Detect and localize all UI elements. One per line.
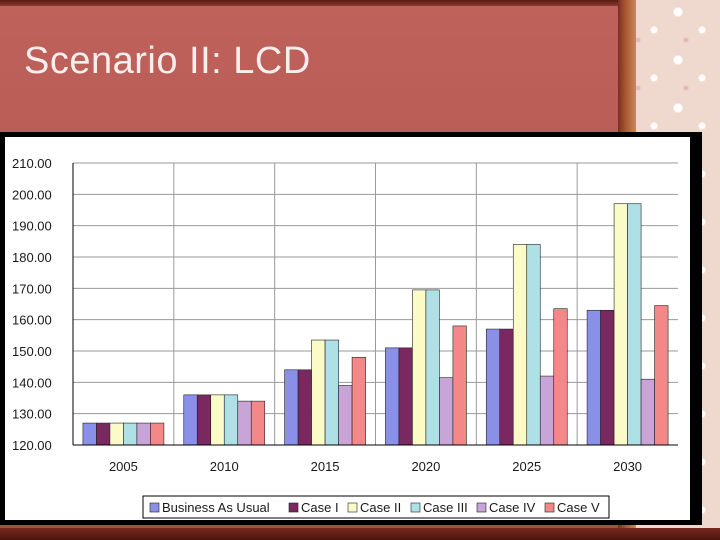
bar [210,394,225,446]
bar-chart: 120.00 130.00 140.00 150.00 160.00 170.00 180.… [5,137,690,520]
bar [398,347,413,446]
x-tick-label: 2025 [512,459,541,474]
bar [539,375,555,446]
y-tick-label: 170.00 [12,281,52,296]
y-tick-label: 190.00 [12,219,52,234]
legend-label: Case I [301,500,339,515]
bar [311,339,326,446]
legend-swatch [476,502,487,513]
bar [196,394,212,446]
bar [96,422,111,446]
bar [324,339,339,446]
bar [250,400,266,446]
bar [512,244,528,446]
bars [82,203,669,446]
bar [351,356,366,446]
bar [485,328,501,446]
y-tick-label: 120.00 [12,438,52,453]
y-tick-label: 150.00 [12,344,52,359]
x-tick-label: 2010 [210,459,239,474]
y-tick-label: 140.00 [12,375,52,390]
bar [553,308,568,446]
legend-box [142,495,610,519]
legend: Business As Usual Case I Case II Case III Ca… [142,495,610,519]
bar [425,289,440,446]
axes [72,163,678,446]
legend-swatch [347,502,358,513]
bar [640,378,655,446]
bar [385,347,400,446]
bar [338,385,353,446]
bar [600,309,615,446]
y-tick-label: 130.00 [12,407,52,422]
bar [237,400,252,446]
bar [109,422,124,446]
bar [613,203,628,446]
legend-swatch [410,502,421,513]
legend-swatch [544,502,555,513]
slide-title: Scenario II: LCD [24,40,311,82]
bar [586,309,601,446]
legend-label: Case II [360,500,401,515]
bar [123,422,138,446]
x-tick-label: 2005 [109,459,138,474]
bar [526,244,541,446]
bar [297,369,312,446]
legend-label: Business As Usual [162,500,270,515]
bar [150,422,165,446]
bar [452,325,467,446]
bar [136,422,151,446]
y-tick-label: 180.00 [12,250,52,265]
y-tick-label: 200.00 [12,187,52,202]
legend-swatch [149,502,160,513]
top-border [0,0,618,6]
bar [284,369,299,446]
bottom-border [0,528,720,540]
y-tick-label: 210.00 [12,156,52,171]
bar [82,422,97,446]
bar [223,394,239,446]
bar [439,377,454,446]
tick-labels: 120.00 130.00 140.00 150.00 160.00 170.00 180.… [12,156,642,474]
x-tick-label: 2030 [613,459,642,474]
x-tick-label: 2015 [311,459,340,474]
bar [499,328,514,446]
bar [654,305,669,446]
bar [627,203,642,446]
chart-area [5,137,690,520]
legend-label: Case III [423,500,468,515]
legend-swatch [288,502,299,513]
legend-label: Case IV [489,500,536,515]
bar [183,394,198,446]
x-tick-label: 2020 [411,459,440,474]
bar [412,289,427,446]
legend-label: Case V [557,500,600,515]
y-tick-label: 160.00 [12,313,52,328]
